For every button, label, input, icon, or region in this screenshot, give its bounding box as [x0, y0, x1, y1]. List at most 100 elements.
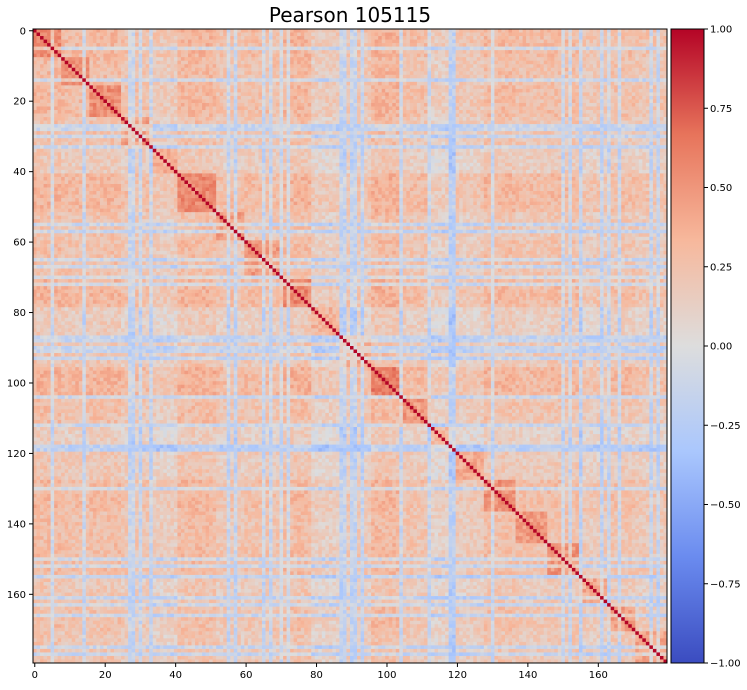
- heatmap-cell: [586, 103, 590, 107]
- heatmap-cell: [121, 50, 125, 54]
- heatmap-cell: [399, 121, 403, 125]
- heatmap-cell: [438, 78, 442, 82]
- heatmap-cell: [459, 71, 463, 75]
- heatmap-cell: [547, 68, 551, 72]
- heatmap-cell: [491, 43, 495, 47]
- heatmap-cell: [192, 110, 196, 114]
- heatmap-cell: [33, 61, 37, 65]
- heatmap-cell: [276, 36, 280, 40]
- heatmap-cell: [646, 61, 650, 65]
- heatmap-cell: [392, 64, 396, 68]
- heatmap-cell: [382, 85, 386, 89]
- heatmap-cell: [248, 121, 252, 125]
- heatmap-cell: [410, 54, 414, 58]
- heatmap-cell: [47, 78, 51, 82]
- heatmap-cell: [452, 103, 456, 107]
- heatmap-cell: [452, 33, 456, 37]
- heatmap-cell: [463, 64, 467, 68]
- heatmap-cell: [51, 78, 55, 82]
- heatmap-cell: [227, 96, 231, 100]
- heatmap-cell: [438, 124, 442, 128]
- heatmap-cell: [269, 103, 273, 107]
- heatmap-cell: [445, 33, 449, 37]
- heatmap-cell: [237, 71, 241, 75]
- heatmap-cell: [72, 57, 76, 61]
- heatmap-cell: [132, 61, 136, 65]
- heatmap-cell: [632, 54, 636, 58]
- heatmap-cell: [142, 68, 146, 72]
- heatmap-cell: [463, 43, 467, 47]
- heatmap-cell: [244, 117, 248, 121]
- heatmap-cell: [329, 114, 333, 118]
- heatmap-cell: [44, 103, 48, 107]
- heatmap-cell: [209, 89, 213, 93]
- heatmap-cell: [614, 47, 618, 51]
- heatmap-cell: [61, 82, 65, 86]
- heatmap-cell: [516, 71, 520, 75]
- heatmap-cell: [438, 85, 442, 89]
- heatmap-cell: [590, 68, 594, 72]
- heatmap-cell: [484, 29, 488, 33]
- heatmap-cell: [230, 54, 234, 58]
- heatmap-cell: [149, 61, 153, 65]
- heatmap-cell: [449, 71, 453, 75]
- heatmap-cell: [361, 40, 365, 44]
- heatmap-cell: [649, 89, 653, 93]
- heatmap-cell: [350, 82, 354, 86]
- heatmap-cell: [195, 92, 199, 96]
- heatmap-cell: [318, 43, 322, 47]
- heatmap-cell: [477, 124, 481, 128]
- heatmap-cell: [445, 124, 449, 128]
- heatmap-cell: [33, 50, 37, 54]
- heatmap-cell: [199, 71, 203, 75]
- heatmap-cell: [385, 89, 389, 93]
- heatmap-cell: [184, 29, 188, 33]
- heatmap-cell: [199, 106, 203, 110]
- heatmap-cell: [498, 110, 502, 114]
- heatmap-cell: [160, 110, 164, 114]
- heatmap-cell: [621, 33, 625, 37]
- heatmap-cell: [382, 106, 386, 110]
- heatmap-cell: [149, 54, 153, 58]
- heatmap-cell: [72, 64, 76, 68]
- heatmap-cell: [294, 68, 298, 72]
- heatmap-cell: [177, 96, 181, 100]
- heatmap-cell: [385, 29, 389, 33]
- heatmap-cell: [170, 106, 174, 110]
- heatmap-cell: [290, 68, 294, 72]
- heatmap-cell: [93, 54, 97, 58]
- heatmap-cell: [118, 106, 122, 110]
- heatmap-cell: [132, 117, 136, 121]
- heatmap-cell: [540, 36, 544, 40]
- heatmap-cell: [269, 85, 273, 89]
- heatmap-cell: [494, 40, 498, 44]
- heatmap-cell: [206, 75, 210, 79]
- heatmap-cell: [378, 110, 382, 114]
- heatmap-cell: [188, 71, 192, 75]
- heatmap-cell: [237, 110, 241, 114]
- heatmap-cell: [639, 36, 643, 40]
- heatmap-cell: [523, 29, 527, 33]
- heatmap-cell: [163, 33, 167, 37]
- heatmap-cell: [561, 47, 565, 51]
- heatmap-cell: [223, 121, 227, 125]
- heatmap-cell: [590, 33, 594, 37]
- heatmap-cell: [537, 54, 541, 58]
- heatmap-cell: [459, 75, 463, 79]
- heatmap-cell: [586, 36, 590, 40]
- heatmap-cell: [494, 47, 498, 51]
- heatmap-cell: [399, 75, 403, 79]
- heatmap-cell: [297, 78, 301, 82]
- heatmap-cell: [149, 36, 153, 40]
- heatmap-cell: [290, 29, 294, 33]
- heatmap-cell: [47, 36, 51, 40]
- heatmap-cell: [586, 61, 590, 65]
- heatmap-cell: [269, 64, 273, 68]
- heatmap-cell: [262, 96, 266, 100]
- heatmap-cell: [103, 89, 107, 93]
- heatmap-cell: [181, 85, 185, 89]
- heatmap-cell: [68, 99, 72, 103]
- heatmap-cell: [44, 92, 48, 96]
- heatmap-cell: [325, 36, 329, 40]
- heatmap-cell: [487, 50, 491, 54]
